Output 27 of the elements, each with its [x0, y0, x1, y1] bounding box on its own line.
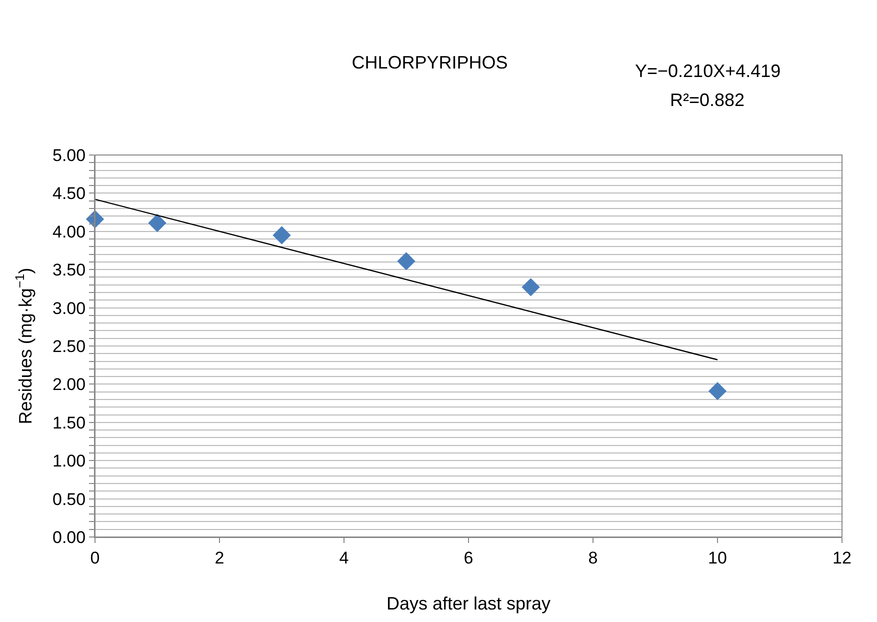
- x-tick-label: 0: [90, 548, 100, 568]
- point: [148, 214, 166, 232]
- text: Y=−0.210X+4.419: [635, 61, 781, 81]
- x-tick-label: 6: [464, 548, 474, 568]
- y-tick-label: 4.50: [52, 184, 86, 204]
- y-tick-label: 3.00: [52, 298, 86, 318]
- x-tick-label: 10: [708, 548, 727, 568]
- chart-title: CHLORPYRIPHOS: [352, 52, 508, 73]
- y-tick-label: 3.50: [52, 260, 86, 280]
- point: [272, 226, 291, 244]
- x-axis-title: Days after last spray: [386, 594, 551, 614]
- y-tick-label: 2.50: [52, 336, 86, 356]
- point: [397, 252, 416, 270]
- y-tick-label: 0.50: [52, 490, 86, 509]
- y-tick-label: 0.00: [52, 528, 86, 547]
- y-tick-label: 4.00: [52, 222, 86, 242]
- text: R²=0.882: [670, 90, 745, 110]
- x-tick-label: 8: [588, 548, 598, 568]
- x-tick-label: 12: [832, 548, 852, 568]
- x-tick-label: 2: [214, 548, 224, 568]
- y-tick-label: 2.00: [52, 375, 86, 394]
- y-tick-label: 1.00: [52, 452, 86, 471]
- y-tick-label: 1.50: [52, 413, 86, 432]
- point: [522, 278, 540, 296]
- y-tick-label: 5.00: [52, 146, 86, 165]
- x-tick-label: 4: [339, 548, 349, 568]
- point: [708, 382, 727, 400]
